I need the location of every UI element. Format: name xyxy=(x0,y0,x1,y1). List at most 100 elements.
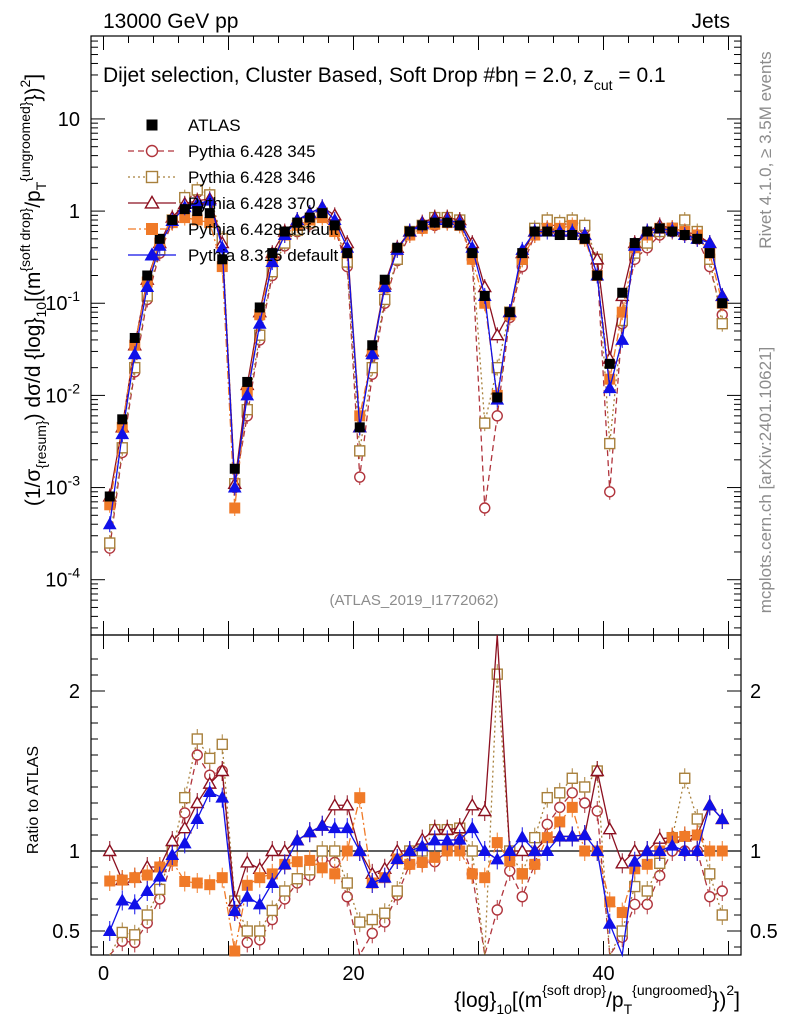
data-point xyxy=(379,274,390,285)
x-tick-label: 20 xyxy=(342,963,364,985)
data-point xyxy=(192,206,203,217)
ratio-point-1 xyxy=(141,909,153,921)
legend-marker-1 xyxy=(145,144,159,158)
ratio-point-4 xyxy=(540,843,555,856)
xlab-post: }) xyxy=(712,989,726,1012)
series-point-0 xyxy=(491,410,503,422)
data-point xyxy=(104,491,115,502)
ratio-point-4 xyxy=(190,811,205,824)
ratio-point-1 xyxy=(541,791,553,804)
ratio-point-3 xyxy=(304,854,316,866)
chart-title-val: = 0.1 xyxy=(613,64,666,87)
ratio-point-3 xyxy=(479,872,491,884)
chart-title-sub: cut xyxy=(594,77,613,93)
ratio-point-4 xyxy=(127,897,142,910)
ratio-point-0 xyxy=(516,891,528,903)
y-tick-label: 10 xyxy=(58,109,80,131)
series-point-4 xyxy=(240,388,255,401)
ratio-point-4 xyxy=(302,825,317,838)
series-point-1 xyxy=(129,361,141,374)
legend-label-3: Pythia 6.428 370 xyxy=(188,194,316,213)
ratio-point-4 xyxy=(602,916,617,929)
data-point xyxy=(629,238,640,249)
series-point-4 xyxy=(202,193,217,206)
ratio-point-2 xyxy=(177,820,192,834)
ratio-point-4 xyxy=(452,832,467,845)
ratio-point-3 xyxy=(704,845,716,857)
ratio-point-4 xyxy=(240,889,255,902)
ylab-b: {resum} xyxy=(33,420,49,469)
ratio-point-1 xyxy=(579,781,591,793)
ratio-point-1 xyxy=(616,925,628,937)
data-point xyxy=(229,463,240,474)
ratio-point-0 xyxy=(491,904,503,916)
ratio-point-0 xyxy=(554,801,566,814)
ratio-point-3 xyxy=(179,875,191,887)
ratio-point-4 xyxy=(515,830,530,843)
ratio-point-2 xyxy=(477,803,492,817)
data-point xyxy=(279,226,290,237)
ylab-g: /p xyxy=(22,190,45,208)
ratio-point-4 xyxy=(415,839,430,852)
ylab-j: }) xyxy=(22,88,45,102)
ratio-point-4 xyxy=(390,851,405,864)
ratio-point-3 xyxy=(516,868,528,880)
xlab-mid: [(m xyxy=(512,989,542,1012)
ratio-point-1 xyxy=(641,885,653,897)
ratio-point-2 xyxy=(340,797,355,811)
ratio-point-0 xyxy=(566,787,578,799)
series-point-4 xyxy=(265,255,280,268)
ratio-point-0 xyxy=(579,797,591,809)
ratio-point-1 xyxy=(466,845,478,857)
axis-ticks: 0 20 40 10-4 10-3 10-2 10-1 1 10 0.5 0.5 1 1 2 2 xyxy=(45,36,778,985)
ratio-point-1 xyxy=(716,909,728,921)
ratio-point-4 xyxy=(402,843,417,856)
series-point-0 xyxy=(479,502,491,514)
ratio-frame xyxy=(90,634,742,956)
ratio-point-4 xyxy=(352,843,367,856)
x-axis-label: {log}10[(m{soft drop}/pT {ungroomed}})2] xyxy=(454,982,740,1017)
ylab-h: T xyxy=(33,181,49,190)
series-point-4 xyxy=(365,347,380,360)
legend-label-0: ATLAS xyxy=(188,116,241,135)
ylab-l: ] xyxy=(22,74,45,80)
ratio-point-1 xyxy=(354,916,366,928)
data-point xyxy=(454,220,465,231)
ratio-point-4 xyxy=(527,843,542,856)
ratio-point-0 xyxy=(591,805,603,817)
ratio-y-label: Ratio to ATLAS xyxy=(25,746,42,854)
ratio-point-1 xyxy=(241,925,253,937)
data-point xyxy=(254,302,265,313)
ratio-point-3 xyxy=(216,872,228,884)
data-point xyxy=(579,233,590,244)
data-point xyxy=(292,217,303,228)
ratio-point-4 xyxy=(640,843,655,856)
data-point xyxy=(617,287,628,298)
data-point xyxy=(304,212,315,223)
ratio-point-3 xyxy=(604,896,616,908)
ratio-y-tick-label-right: 2 xyxy=(750,681,761,703)
ratio-point-4 xyxy=(227,903,242,916)
data-point xyxy=(529,226,540,237)
rivet-label: Rivet 4.1.0, ≥ 3.5M events xyxy=(756,51,775,248)
ratio-point-1 xyxy=(566,772,578,784)
legend-marker-4 xyxy=(146,223,158,235)
data-point xyxy=(467,248,478,259)
ratio-point-2 xyxy=(327,797,342,811)
header-left: 13000 GeV pp xyxy=(103,10,238,33)
data-point xyxy=(129,332,140,343)
ratio-point-1 xyxy=(554,787,566,799)
ratio-layer xyxy=(102,634,730,958)
y-tick-label: 10-4 xyxy=(45,565,80,592)
ratio-point-0 xyxy=(366,927,378,939)
series-point-1 xyxy=(241,403,253,416)
ratio-point-4 xyxy=(552,829,567,842)
series-point-4 xyxy=(602,381,617,394)
ratio-point-4 xyxy=(715,811,730,824)
ratio-point-1 xyxy=(379,907,391,919)
series-point-4 xyxy=(227,480,242,493)
ratio-point-3 xyxy=(329,868,341,880)
series-layer xyxy=(102,181,730,557)
ratio-point-3 xyxy=(554,816,566,828)
